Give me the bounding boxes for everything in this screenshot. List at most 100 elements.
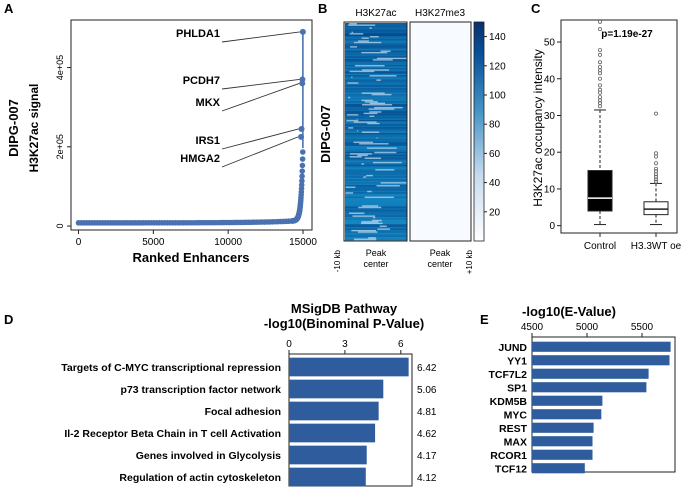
heatmap-streak — [368, 108, 395, 111]
heatmap-row — [345, 186, 407, 189]
heatmap-streak — [351, 76, 353, 79]
pathway-bar — [289, 357, 409, 377]
heatmap-row — [345, 57, 407, 60]
heatmap-row — [345, 62, 407, 64]
heatmap-streak — [371, 219, 382, 222]
heatmap-row — [345, 235, 407, 238]
gene-leader-line — [221, 31, 300, 43]
heatmap-streak — [374, 106, 403, 109]
heatmap-row — [345, 180, 407, 183]
heatmap-row — [345, 226, 407, 229]
heatmap-row — [345, 24, 407, 27]
pathway-bar — [289, 379, 384, 399]
heatmap-row — [345, 60, 407, 63]
heatmap-streak — [345, 192, 354, 195]
heatmap-streak — [369, 27, 372, 30]
box-outlier — [598, 60, 603, 65]
gene-label: PHLDA1 — [176, 28, 220, 40]
heatmap-row — [345, 63, 407, 66]
box-outlier — [654, 179, 659, 184]
a-ytick-label: 2e+05 — [55, 134, 65, 159]
heatmap-row — [345, 138, 407, 141]
heatmap-row — [345, 167, 407, 170]
heatmap-row — [345, 44, 407, 47]
heatmap-streak — [353, 238, 377, 241]
heatmap-row — [345, 114, 407, 116]
panel-b-col1-title: H3K27ac — [355, 8, 396, 19]
motif-bar — [532, 449, 593, 460]
heatmap-row — [345, 164, 407, 167]
a-xtick-label: 5000 — [142, 237, 165, 248]
heatmap-streak — [369, 102, 386, 105]
colorbar-tick-label: 80 — [489, 120, 501, 131]
heatmap-streak — [376, 185, 400, 187]
pathway-value-label: 4.62 — [417, 429, 437, 440]
heatmap-streak — [380, 50, 391, 53]
heatmap-row — [345, 134, 407, 137]
heatmap-row — [345, 160, 407, 163]
heatmap-row — [345, 130, 407, 132]
box-outlier — [654, 169, 659, 174]
motif-label: SP1 — [507, 382, 527, 394]
heatmap-row — [345, 118, 407, 121]
heatmap-row — [345, 73, 407, 76]
motif-bar — [532, 395, 603, 406]
enhancer-point — [299, 162, 306, 169]
motif-label: TCF12 — [495, 463, 527, 475]
heatmap-row — [345, 99, 407, 102]
heatmap-row — [345, 23, 407, 25]
e-xtick-label: 4500 — [521, 322, 544, 333]
heatmap-row — [345, 46, 407, 48]
d-xtick-label: 3 — [342, 339, 348, 350]
e-xtick-label: 5500 — [631, 322, 654, 333]
pathway-value-label: 5.06 — [417, 385, 437, 396]
heatmap-row — [345, 31, 407, 34]
heatmap-streak — [349, 23, 357, 25]
motif-bar — [532, 409, 602, 420]
box-body — [587, 170, 613, 212]
heatmap-streak — [376, 79, 381, 82]
heatmap-row — [345, 82, 407, 85]
pathway-label: Regulation of actin cytoskeleton — [119, 472, 281, 484]
panel-c-frame — [560, 19, 678, 234]
heatmap-row — [345, 189, 407, 192]
colorbar-tick-label: 100 — [489, 91, 506, 102]
panel-b-heatmap: DIPG-007 H3K27ac H3K27me3 20 40 60 80 100 120… — [318, 8, 506, 274]
highlighted-point — [299, 28, 306, 35]
box-outlier — [598, 83, 603, 88]
a-ytick-label: 0 — [55, 224, 65, 229]
panel-a-ylabel: H3K27ac signal — [27, 84, 41, 173]
heatmap-h3k27ac-frame — [343, 21, 408, 242]
heatmap-row — [345, 125, 407, 128]
heatmap-row — [345, 179, 407, 182]
heatmap-streak — [362, 104, 393, 106]
heatmap-row — [345, 216, 407, 219]
pathway-bar — [289, 401, 379, 421]
heatmap-streak — [358, 40, 369, 43]
heatmap-streak — [351, 229, 377, 232]
e-xtick-label: 5000 — [576, 322, 599, 333]
box-outlier — [598, 87, 603, 92]
gene-label: HMGA2 — [180, 153, 220, 165]
heatmap-streak — [353, 121, 377, 124]
motif-bar — [532, 463, 585, 474]
panel-a-side-title: DIPG-007 — [6, 99, 21, 157]
heatmap-row — [345, 135, 407, 138]
heatmap-row — [345, 176, 407, 179]
heatmap-streak — [350, 46, 357, 48]
pathway-value-label: 4.17 — [417, 451, 437, 462]
heatmap-center-label: center — [427, 259, 452, 269]
box-outlier — [598, 104, 603, 109]
heatmap-row — [345, 215, 407, 218]
d-xtick-label: 6 — [398, 339, 404, 350]
heatmap-row — [345, 77, 407, 80]
heatmap-streak — [364, 101, 378, 103]
gene-leader-line — [221, 136, 299, 168]
heatmap-row — [345, 150, 407, 153]
motif-label: JUND — [498, 342, 527, 354]
heatmap-streak — [349, 70, 375, 73]
motif-label: YY1 — [507, 355, 527, 367]
heatmap-row — [345, 192, 407, 195]
heatmap-row — [345, 228, 407, 231]
panel-c-pvalue: p=1.19e-27 — [601, 29, 653, 40]
